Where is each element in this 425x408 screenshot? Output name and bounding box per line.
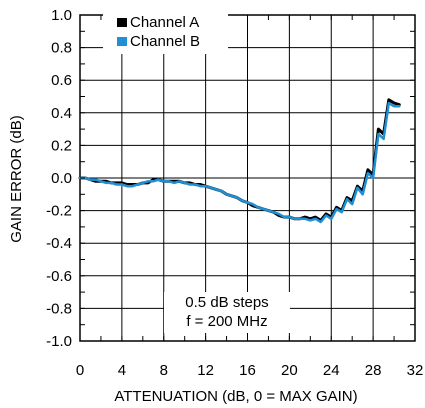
annotation-line-1: 0.5 dB steps (185, 294, 268, 311)
x-tick-label: 16 (239, 362, 256, 379)
y-tick-label: 0.8 (51, 40, 72, 57)
series-line-channel-b (78, 101, 401, 224)
x-axis-label: ATTENUATION (dB, 0 = MAX GAIN) (114, 388, 357, 405)
legend-background (103, 8, 228, 54)
x-tick-label: 28 (365, 362, 382, 379)
legend-label-channel-a: Channel A (130, 14, 199, 31)
y-tick-label: -0.6 (46, 268, 72, 285)
x-tick-label: 20 (281, 362, 298, 379)
y-tick-label: 0.0 (51, 170, 72, 187)
legend-swatch-channel-a (117, 18, 127, 27)
y-tick-label: -1.0 (46, 333, 72, 350)
x-tick-label: 32 (407, 362, 424, 379)
y-tick-label: -0.4 (46, 235, 72, 252)
series-layer (78, 98, 401, 224)
x-tick-label: 24 (323, 362, 340, 379)
legend: Channel A Channel B (103, 8, 228, 54)
annotation-line-2: f = 200 MHz (186, 313, 267, 330)
grid (80, 15, 415, 341)
x-tick-label: 8 (160, 362, 168, 379)
y-tick-label: 0.2 (51, 137, 72, 154)
annotation-background (164, 292, 290, 333)
y-tick-labels: 1.0 0.8 0.6 0.4 0.2 0.0 -0.2 -0.4 -0.6 -0.8 -1.0 (46, 7, 72, 350)
y-axis-label: GAIN ERROR (dB) (8, 115, 25, 243)
y-tick-label: 0.6 (51, 72, 72, 89)
y-tick-label: -0.8 (46, 300, 72, 317)
y-tick-label: 0.4 (51, 105, 72, 122)
x-tick-label: 12 (197, 362, 214, 379)
x-tick-labels: 0 4 8 12 16 20 24 28 32 (76, 362, 424, 379)
x-tick-label: 4 (118, 362, 126, 379)
tick-marks (79, 14, 416, 342)
legend-label-channel-b: Channel B (130, 33, 200, 50)
annotation-box: 0.5 dB steps f = 200 MHz (164, 292, 290, 333)
y-tick-label: 1.0 (51, 7, 72, 24)
y-tick-label: -0.2 (46, 203, 72, 220)
legend-swatch-channel-b (117, 37, 127, 46)
x-tick-label: 0 (76, 362, 84, 379)
